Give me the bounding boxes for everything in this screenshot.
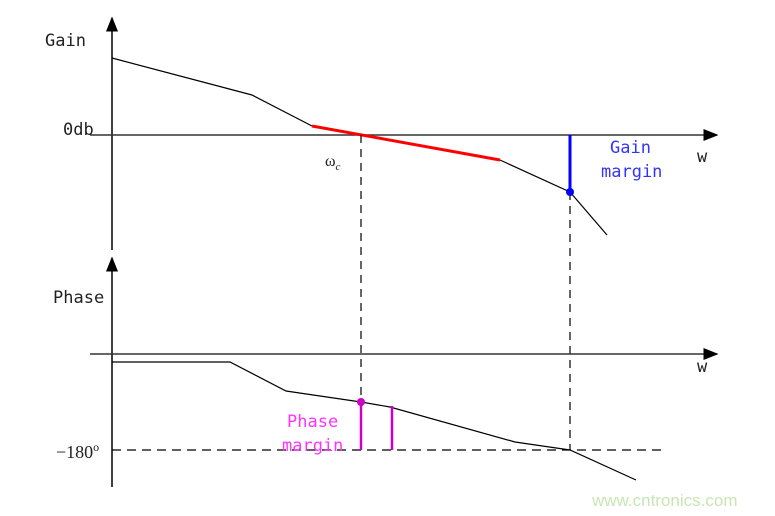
gain-curve-right	[499, 159, 608, 236]
gain-label: Gain	[45, 31, 86, 51]
phase-margin-dot	[357, 398, 365, 406]
gain-margin-label-2: margin	[601, 162, 662, 182]
phase-margin-label-1: Phase	[287, 412, 338, 432]
phase-curve	[112, 361, 637, 481]
phase-margin-label-2: margin	[282, 436, 343, 456]
phase-label: Phase	[53, 288, 104, 308]
gain-w-label: w	[697, 147, 708, 167]
gain-curve-left	[111, 57, 313, 127]
gain-margin-dot	[566, 188, 574, 196]
gain-crossover-segment	[311, 124, 501, 162]
watermark: www.cntronics.com	[591, 491, 737, 510]
gain-margin-label-1: Gain	[610, 138, 651, 158]
phase-w-label: w	[697, 357, 708, 377]
minus-180-label: −180o	[56, 440, 99, 462]
zero-db-label: 0db	[63, 120, 94, 140]
crossover-label: ωc	[325, 153, 341, 173]
